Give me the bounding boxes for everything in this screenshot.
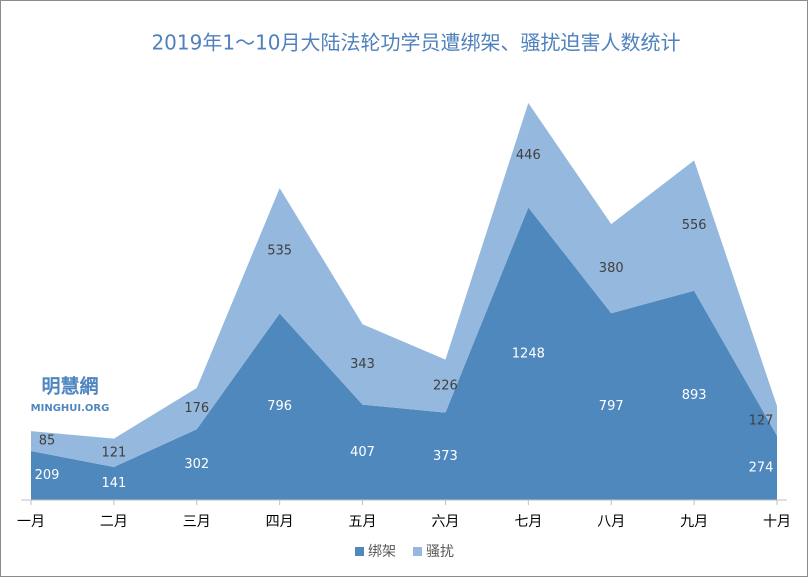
x-tick-label: 二月 bbox=[100, 514, 128, 530]
data-label: 380 bbox=[599, 261, 624, 276]
data-label: 535 bbox=[267, 243, 292, 258]
x-tick-label: 四月 bbox=[266, 514, 294, 530]
chart-title: 2019年1～10月大陆法轮功学员遭绑架、骚扰迫害人数统计 bbox=[151, 31, 680, 55]
x-tick-label: 三月 bbox=[183, 514, 211, 530]
data-label: 274 bbox=[749, 460, 774, 475]
x-tick-label: 六月 bbox=[431, 514, 459, 530]
x-tick-label: 七月 bbox=[514, 514, 542, 530]
data-label: 176 bbox=[184, 401, 209, 416]
x-tick-label: 八月 bbox=[597, 514, 625, 530]
legend-label: 骚扰 bbox=[426, 544, 454, 560]
data-label: 127 bbox=[749, 413, 774, 428]
area-1 bbox=[31, 103, 777, 467]
x-tick-label: 九月 bbox=[680, 514, 708, 530]
x-tick-label: 五月 bbox=[349, 514, 377, 530]
data-label: 226 bbox=[433, 379, 458, 394]
legend-swatch bbox=[355, 547, 364, 556]
data-label: 446 bbox=[516, 148, 541, 163]
data-label: 373 bbox=[433, 449, 458, 464]
data-label: 1248 bbox=[512, 346, 545, 361]
watermark-name: 明慧網 bbox=[41, 375, 98, 398]
data-label: 85 bbox=[39, 434, 56, 449]
legend-swatch bbox=[413, 547, 422, 556]
data-label: 556 bbox=[682, 218, 707, 233]
watermark-url: MINGHUI.ORG bbox=[31, 403, 110, 414]
data-label: 121 bbox=[101, 445, 126, 460]
data-label: 141 bbox=[101, 476, 126, 491]
data-label: 302 bbox=[184, 457, 209, 472]
x-tick-label: 十月 bbox=[763, 514, 791, 530]
data-label: 893 bbox=[682, 388, 707, 403]
data-label: 796 bbox=[267, 399, 292, 414]
legend-label: 绑架 bbox=[368, 544, 396, 560]
data-label: 797 bbox=[599, 399, 624, 414]
data-label: 343 bbox=[350, 357, 375, 372]
data-label: 407 bbox=[350, 445, 375, 460]
x-tick-label: 一月 bbox=[17, 514, 45, 530]
data-label: 209 bbox=[35, 468, 60, 483]
area-0 bbox=[31, 207, 777, 501]
